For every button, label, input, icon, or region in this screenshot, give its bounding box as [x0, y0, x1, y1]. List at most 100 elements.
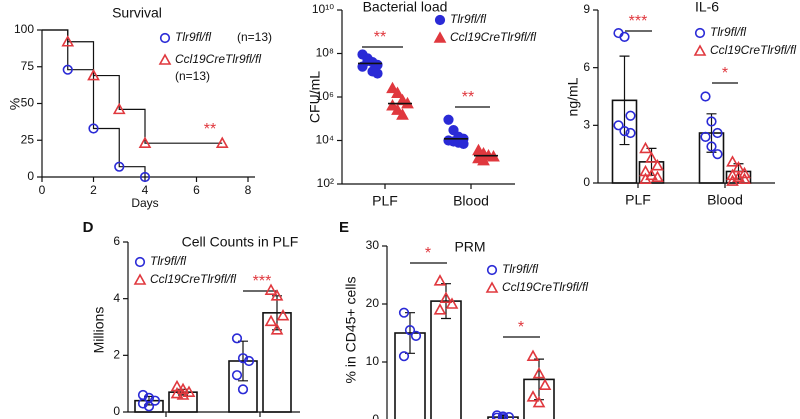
- data-point: [613, 120, 624, 131]
- data-point: [738, 166, 751, 179]
- data-point: [726, 155, 739, 167]
- x-tick-label: Blood: [707, 192, 743, 208]
- error-bar: [706, 113, 717, 153]
- data-point: [391, 86, 404, 98]
- data-point: [445, 297, 459, 309]
- legend-marker: [693, 44, 707, 56]
- y-tick-label: 6: [583, 60, 590, 74]
- y-axis-label: ng/mL: [565, 77, 581, 116]
- data-point: [170, 386, 184, 399]
- data-point: [726, 168, 739, 181]
- y-tick-label: 0: [372, 412, 379, 419]
- data-point: [264, 314, 278, 327]
- y-tick-label: 75: [21, 59, 35, 73]
- data-point: [738, 172, 751, 184]
- legend-label: Ccl19CreTlr9fl/fl: [502, 280, 588, 294]
- data-point: [143, 401, 155, 412]
- x-tick-label: 4: [142, 183, 149, 197]
- y-tick-label: 10⁴: [315, 133, 334, 147]
- x-tick-label: 8: [245, 183, 252, 197]
- survival-point: [114, 161, 125, 172]
- data-point: [439, 291, 453, 304]
- y-tick-label: 0: [27, 169, 34, 183]
- chart-title: Bacterial load: [363, 0, 448, 15]
- error-bar: [619, 55, 630, 146]
- survival-line: [42, 29, 146, 177]
- data-point: [700, 91, 711, 102]
- data-point: [410, 330, 422, 342]
- annotation: ***: [253, 273, 272, 290]
- data-point: [231, 370, 243, 381]
- panel-label: D: [83, 219, 94, 236]
- data-point: [532, 395, 546, 408]
- x-tick-label: PLF: [625, 192, 651, 208]
- data-point: [639, 141, 652, 154]
- data-point: [396, 108, 409, 120]
- legend-marker: [485, 281, 499, 293]
- data-point: [448, 125, 459, 136]
- survival-point: [139, 171, 151, 183]
- data-point: [526, 390, 540, 402]
- data-point: [625, 110, 636, 121]
- error-bar: [441, 283, 451, 320]
- chart-title: Cell Counts in PLF: [182, 234, 299, 250]
- data-point: [712, 127, 723, 139]
- x-tick-label: 6: [193, 183, 200, 197]
- y-tick-label: 10¹⁰: [312, 2, 334, 16]
- legend-label: Tlr9fl/fl: [710, 25, 746, 39]
- data-point: [497, 413, 509, 419]
- y-tick-label: 9: [583, 2, 590, 16]
- y-tick-label: 10⁶: [316, 89, 334, 103]
- y-tick-label: 50: [21, 96, 35, 110]
- data-point: [706, 141, 717, 152]
- legend-label: Ccl19CreTlr9fl/fl: [175, 52, 261, 66]
- survival-point: [61, 35, 75, 47]
- y-tick-label: 0: [113, 404, 120, 418]
- survival-point: [112, 102, 126, 115]
- data-point: [404, 325, 416, 336]
- survival-point: [62, 64, 73, 75]
- legend-n: (n=13): [175, 69, 210, 83]
- legend-marker: [133, 273, 147, 285]
- legend-marker: [158, 53, 172, 65]
- data-point: [372, 68, 383, 79]
- data-point: [443, 114, 454, 125]
- chart-title: IL-6: [695, 0, 719, 15]
- data-point: [386, 99, 399, 111]
- data-point: [645, 168, 658, 181]
- annotation: *: [722, 65, 728, 82]
- data-point: [176, 388, 190, 400]
- data-point: [264, 283, 278, 295]
- y-tick-label: 20: [366, 296, 380, 310]
- data-point: [700, 131, 711, 142]
- annotation: **: [204, 121, 216, 138]
- data-point: [619, 31, 630, 43]
- data-point: [243, 355, 255, 367]
- data-point: [137, 398, 149, 409]
- y-axis-label: CFU/mL: [307, 71, 323, 123]
- annotation: *: [425, 245, 431, 262]
- data-point: [712, 149, 723, 160]
- data-point: [491, 412, 503, 419]
- chart-title: Survival: [112, 5, 162, 21]
- data-point: [651, 159, 664, 171]
- y-tick-label: 10²: [317, 176, 334, 190]
- legend-label: Tlr9fl/fl: [150, 254, 186, 268]
- legend-marker: [486, 264, 498, 276]
- data-point: [237, 384, 249, 395]
- survival-line: [42, 29, 223, 144]
- legend-label: Tlr9fl/fl: [450, 12, 486, 26]
- survival-point: [138, 136, 152, 148]
- y-axis-label: % in CD45+ cells: [343, 277, 359, 384]
- chart-title: PRM: [454, 239, 485, 255]
- data-point: [433, 303, 447, 315]
- data-point: [532, 366, 546, 379]
- x-tick-label: 0: [39, 183, 46, 197]
- x-tick-label: Blood: [453, 193, 489, 209]
- y-tick-label: 2: [113, 348, 120, 362]
- y-tick-label: 30: [366, 238, 380, 252]
- data-point: [149, 395, 161, 406]
- legend-marker: [434, 14, 446, 26]
- survival-point: [88, 123, 99, 134]
